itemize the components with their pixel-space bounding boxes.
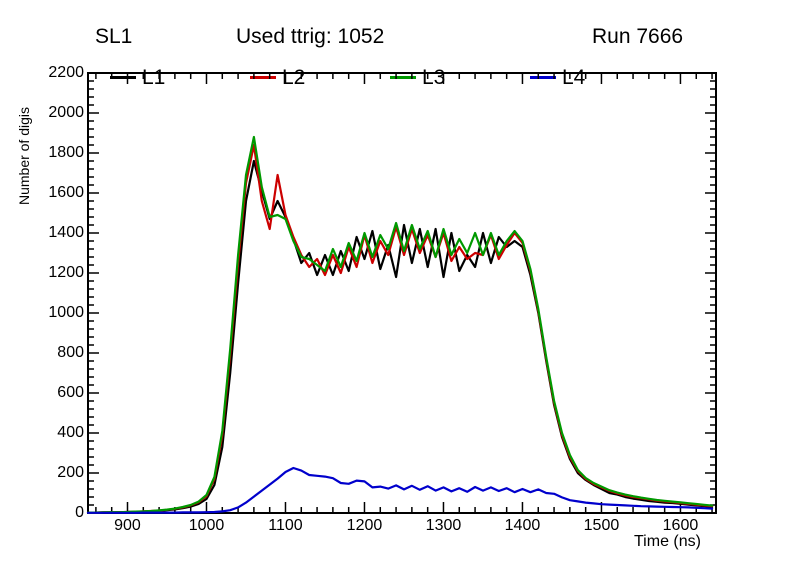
x-tick-label: 1400 — [504, 517, 541, 534]
y-tick-label: 2000 — [48, 104, 84, 121]
series-line-l1 — [86, 159, 714, 514]
y-tick-label: 1400 — [48, 224, 84, 241]
legend-swatch-l1 — [110, 75, 136, 79]
legend-label: L1 — [142, 65, 166, 89]
legend-label: L2 — [282, 65, 306, 89]
series-line-l3 — [86, 135, 714, 514]
ttrig-label: Used ttrig: 1052 — [236, 25, 385, 48]
y-tick-label: 0 — [75, 504, 84, 521]
y-tick-label: 200 — [57, 464, 84, 481]
x-tick-label: 1200 — [346, 517, 383, 534]
x-axis-title: Time (ns) — [634, 533, 701, 550]
y-tick-label: 1600 — [48, 184, 84, 201]
legend-swatch-l2 — [250, 75, 276, 79]
legend-item-l1[interactable]: L1 — [110, 67, 250, 88]
sl-label: SL1 — [95, 25, 133, 48]
y-tick-label: 1200 — [48, 264, 84, 281]
x-tick-label: 1000 — [188, 517, 225, 534]
y-tick-label: 1000 — [48, 304, 84, 321]
x-tick-label: 1600 — [662, 517, 699, 534]
y-tick-label-layer: 0 200 400 600 800 1000 1200 1400 1600 1800 2000 220… — [16, 0, 84, 572]
legend-label: L3 — [422, 65, 446, 89]
series-line-l2 — [86, 143, 714, 514]
x-tick-label: 1100 — [268, 517, 303, 534]
plot-frame — [87, 72, 717, 514]
y-tick-label: 2200 — [48, 64, 84, 81]
legend-item-l3[interactable]: L3 — [390, 67, 530, 88]
y-tick-label: 600 — [57, 384, 84, 401]
legend-item-l2[interactable]: L2 — [250, 67, 390, 88]
run-label: Run 7666 — [592, 25, 684, 48]
legend-label: L4 — [562, 65, 586, 89]
x-tick-label: 900 — [114, 517, 141, 534]
legend: L1 L2 L3 L4 — [110, 64, 670, 90]
y-tick-label: 800 — [57, 344, 84, 361]
x-tick-label: 1300 — [425, 517, 462, 534]
y-tick-label: 1800 — [48, 144, 84, 161]
x-tick-label: 1500 — [583, 517, 620, 534]
legend-item-l4[interactable]: L4 — [530, 67, 670, 88]
series-line-l4 — [86, 466, 714, 514]
legend-swatch-l4 — [530, 75, 556, 79]
y-tick-label: 400 — [57, 424, 84, 441]
legend-swatch-l3 — [390, 75, 416, 79]
